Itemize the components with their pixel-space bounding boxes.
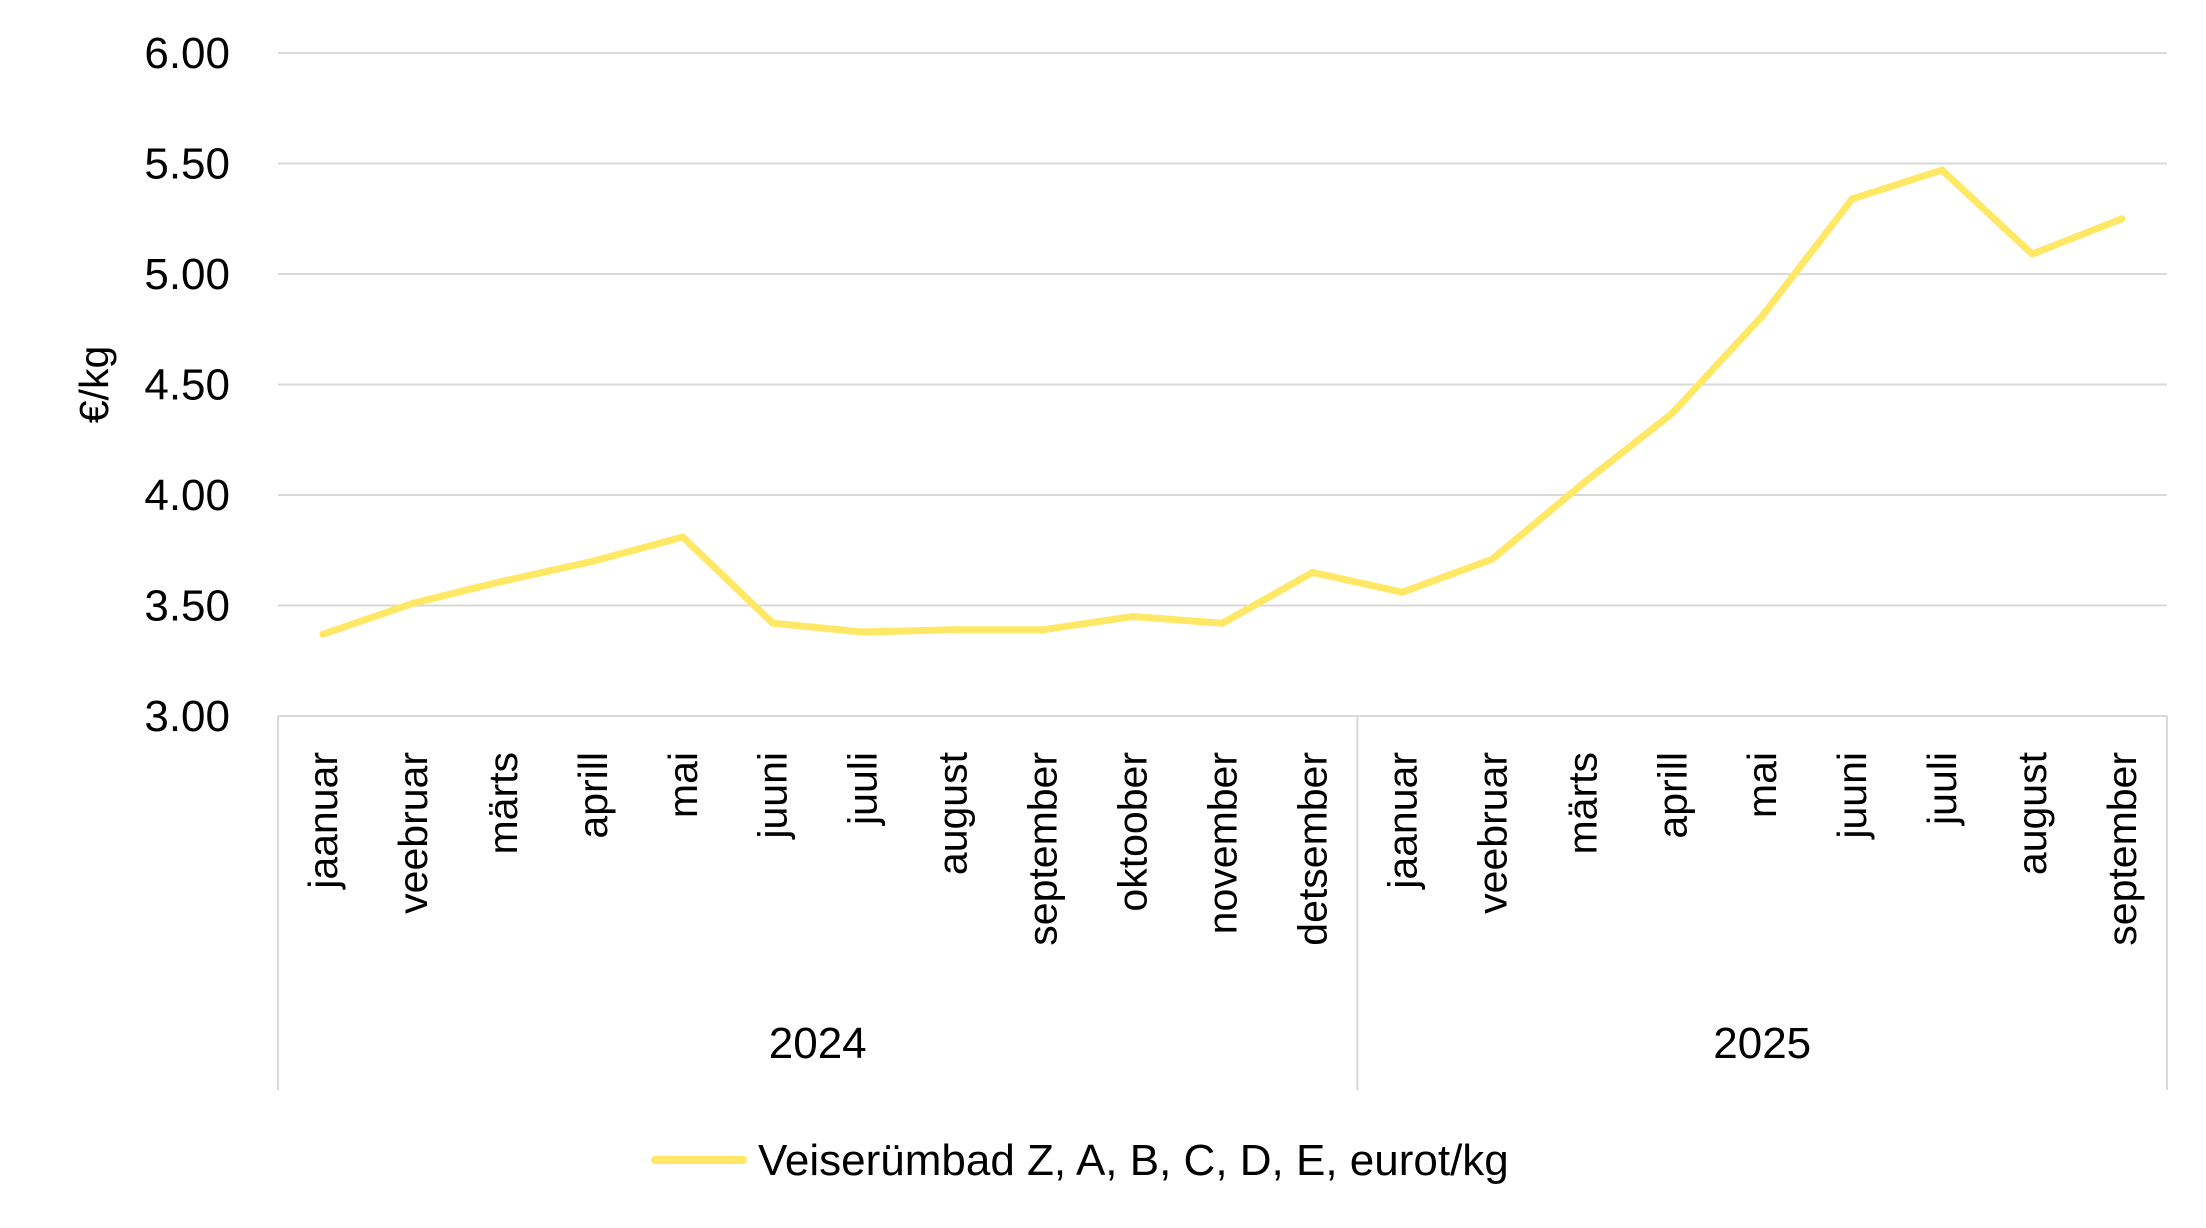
x-tick-label: juuli [1919, 752, 1965, 826]
x-tick-label: juuli [840, 752, 886, 826]
legend-label: Veiserümbad Z, A, B, C, D, E, eurot/kg [758, 1136, 1509, 1185]
x-tick-label: mai [660, 752, 706, 818]
x-tick-label: märts [480, 752, 526, 855]
legend: Veiserümbad Z, A, B, C, D, E, eurot/kg [651, 1136, 1509, 1185]
y-tick-label: 3.00 [144, 692, 230, 741]
data-point [679, 533, 687, 541]
x-tick-label: aprill [570, 752, 616, 839]
data-point [859, 628, 867, 636]
x-tick-label: veebruar [1469, 752, 1515, 914]
x-group-label: 2025 [1713, 1019, 1811, 1068]
y-tick-label: 3.50 [144, 582, 230, 631]
y-axis-title: €/kg [71, 346, 117, 424]
y-tick-label: 5.00 [144, 250, 230, 299]
data-point [319, 630, 327, 638]
data-point [589, 557, 597, 565]
x-tick-label: september [2099, 752, 2145, 946]
data-point [499, 577, 507, 585]
axis-layer: 3.00 3.50 4.00 4.50 5.00 5.50 6.00 €/kg 2024 2025… [71, 29, 2168, 1090]
x-tick-label: märts [1559, 752, 1605, 855]
data-point [2118, 215, 2126, 223]
data-point [1129, 613, 1137, 621]
x-tick-label: mai [1739, 752, 1785, 818]
data-point [769, 619, 777, 627]
x-tick-label: juuni [750, 752, 796, 840]
data-point [1578, 480, 1586, 488]
data-point [1938, 166, 1946, 174]
x-tick-label: jaanuar [300, 752, 346, 890]
data-point [949, 626, 957, 634]
x-tick-label: veebruar [390, 752, 436, 914]
y-tick-label: 6.00 [144, 29, 230, 78]
x-tick-label: aprill [1649, 752, 1695, 839]
data-point [409, 599, 417, 607]
y-tick-label: 4.50 [144, 361, 230, 410]
y-tick-label: 5.50 [144, 140, 230, 189]
x-tick-label: august [930, 751, 976, 875]
grid-layer [278, 52, 2167, 717]
x-tick-label: oktoober [1110, 752, 1156, 912]
x-tick-label: november [1200, 752, 1246, 934]
x-tick-label: september [1020, 752, 1066, 946]
data-point [1848, 195, 1856, 203]
x-tick-label: jaanuar [1379, 752, 1425, 890]
data-point [1758, 312, 1766, 320]
data-point [1039, 626, 1047, 634]
data-point [1488, 555, 1496, 563]
data-point [1219, 619, 1226, 627]
data-point [1308, 568, 1316, 576]
y-tick-label: 4.00 [144, 471, 230, 520]
x-tick-label: juuni [1829, 752, 1875, 840]
series-layer [319, 166, 2126, 638]
x-tick-label: detsember [1289, 752, 1335, 946]
data-point [1668, 409, 1676, 417]
data-point [2028, 250, 2036, 258]
x-tick-label: august [2009, 751, 2055, 875]
x-group-label: 2024 [769, 1019, 867, 1068]
data-point [1398, 588, 1406, 596]
